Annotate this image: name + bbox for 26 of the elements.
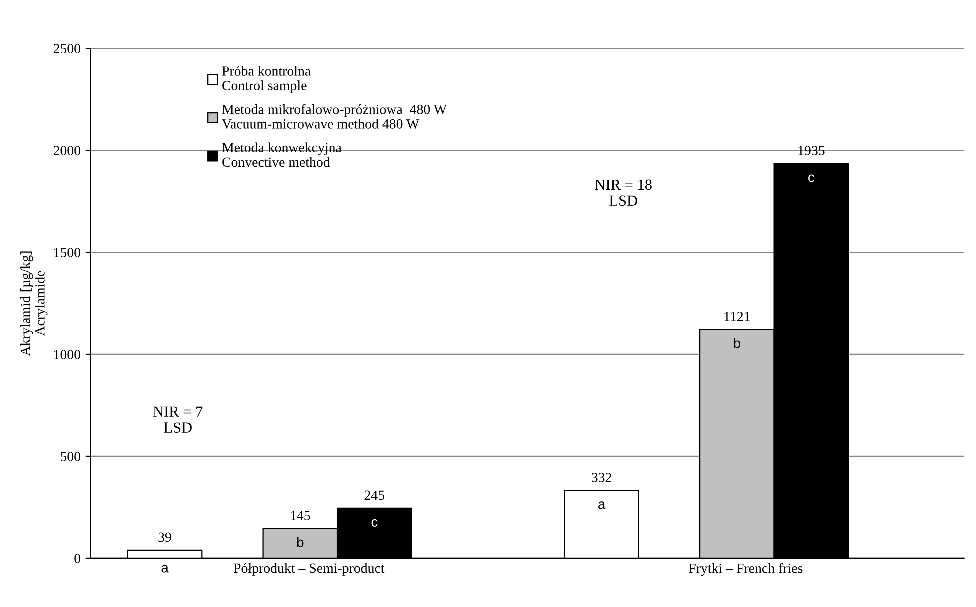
data-label: 245: [364, 490, 385, 500]
y-axis-title: Akrylamid [µg/kg] Acrylamide: [20, 252, 48, 356]
legend-label: Próba kontrolna Control sample: [222, 66, 311, 94]
y-tick-label: 500: [61, 452, 81, 462]
x-tick-label: Półprodukt – Semi-product: [234, 563, 385, 576]
data-label: 145: [291, 511, 310, 520]
y-tick-label: 2000: [54, 146, 81, 156]
legend-label: Metoda mikrofalowo-próżniowa 480 W Vacuum-microwave method 480 W: [222, 104, 447, 129]
y-tick-label: 2500: [54, 44, 81, 54]
annotation: c: [372, 519, 378, 528]
data-label: 39: [158, 532, 172, 542]
annotation: c: [808, 174, 815, 182]
data-label: 332: [592, 473, 612, 482]
y-tick-label: 1500: [54, 248, 81, 258]
y-tick-label: 1000: [54, 350, 81, 360]
data-label: 1121: [724, 312, 750, 322]
legend-label: Metoda konwekcyjna Convective method: [222, 142, 342, 168]
annotation: a: [598, 502, 606, 510]
annotation: NIR = 7 LSD: [153, 406, 203, 433]
x-tick-label: Frytki – French fries: [689, 563, 803, 576]
annotation: b: [297, 537, 304, 548]
text: a: [162, 565, 169, 573]
annotation: NIR = 18 LSD: [595, 180, 652, 206]
data-label: 1935: [798, 146, 825, 156]
annotation: b: [734, 338, 740, 348]
y-tick-label: 0: [74, 554, 81, 564]
